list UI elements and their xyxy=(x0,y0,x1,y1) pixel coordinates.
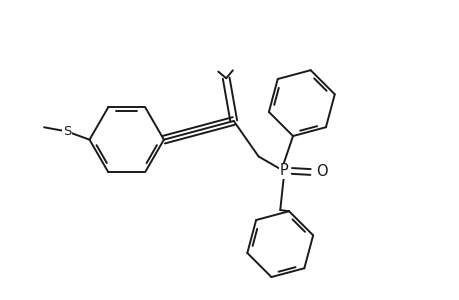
Text: S: S xyxy=(62,125,71,138)
Text: P: P xyxy=(279,164,287,178)
Text: O: O xyxy=(315,164,327,179)
